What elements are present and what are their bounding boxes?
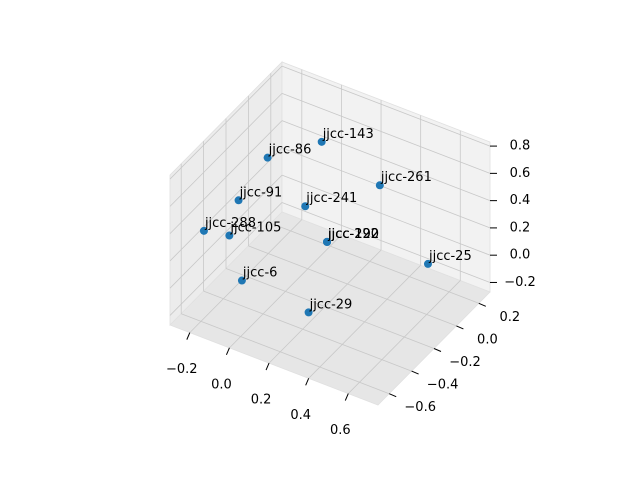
grid-line	[281, 120, 491, 202]
point	[263, 153, 272, 162]
grid-line	[281, 202, 491, 283]
tick-mark	[186, 332, 191, 340]
tick-label: 0.0	[510, 248, 531, 263]
point	[301, 202, 310, 211]
grid-line	[169, 174, 283, 289]
grid-line	[181, 313, 390, 395]
point-label: jjcc-91	[239, 185, 283, 200]
tick-label: 0.4	[510, 193, 531, 208]
point-label: jjcc-143	[322, 127, 374, 142]
grid-line	[225, 268, 435, 349]
tick-mark	[478, 302, 486, 307]
point	[375, 181, 384, 190]
tick-label: 0.0	[477, 332, 498, 347]
point-label: jjcc-190	[327, 227, 379, 242]
grid-line	[270, 222, 479, 304]
tick-mark	[456, 325, 464, 330]
point	[304, 308, 313, 317]
point	[423, 259, 432, 268]
grid-line	[169, 120, 283, 234]
point-label: jjcc-25	[428, 249, 472, 264]
tick-mark	[225, 347, 230, 356]
grid-line	[281, 147, 491, 229]
point-label: jjcc-292	[327, 227, 379, 242]
tick-mark	[389, 393, 397, 398]
tick-label: −0.2	[166, 362, 198, 377]
tick-label: 0.2	[499, 310, 520, 325]
point-label: jjcc-261	[380, 170, 432, 185]
tick-label: −0.2	[504, 275, 536, 290]
tick-label: −0.2	[449, 355, 481, 370]
tick-label: 0.2	[510, 220, 531, 235]
grid-line	[169, 147, 283, 262]
tick-label: 0.2	[251, 393, 272, 408]
grid-line	[169, 93, 283, 207]
point	[199, 226, 208, 235]
point-label: jjcc-86	[268, 143, 312, 158]
tick-label: 0.4	[290, 408, 311, 423]
tick-mark	[265, 362, 270, 371]
point-label: jjcc-6	[242, 266, 277, 281]
tick-label: 0.8	[510, 139, 531, 154]
point	[225, 231, 234, 240]
tick-label: 0.6	[510, 166, 531, 181]
grid-line	[281, 92, 491, 174]
tick-mark	[433, 348, 442, 352]
grid-line	[281, 65, 491, 147]
point-label: jjcc-105	[229, 221, 281, 236]
grid-line	[281, 174, 491, 256]
tick-label: −0.4	[427, 378, 459, 393]
tick-mark	[411, 370, 419, 375]
grid-line	[169, 65, 283, 180]
grid-line	[203, 290, 412, 372]
point-label: jjcc-29	[309, 297, 353, 312]
point	[234, 196, 243, 205]
point-label: jjcc-288	[204, 216, 256, 231]
grid-line	[169, 202, 283, 316]
tick-label: −0.6	[404, 400, 436, 415]
point-label: jjcc-122	[327, 227, 379, 242]
grid-line	[248, 245, 457, 327]
point	[323, 237, 332, 246]
tick-label: 0.0	[211, 377, 232, 392]
point	[237, 276, 246, 285]
tick-mark	[344, 393, 349, 401]
point-label: jjcc-241	[305, 191, 357, 206]
point	[317, 137, 326, 146]
tick-label: 0.6	[330, 423, 351, 438]
tick-mark	[305, 378, 310, 386]
